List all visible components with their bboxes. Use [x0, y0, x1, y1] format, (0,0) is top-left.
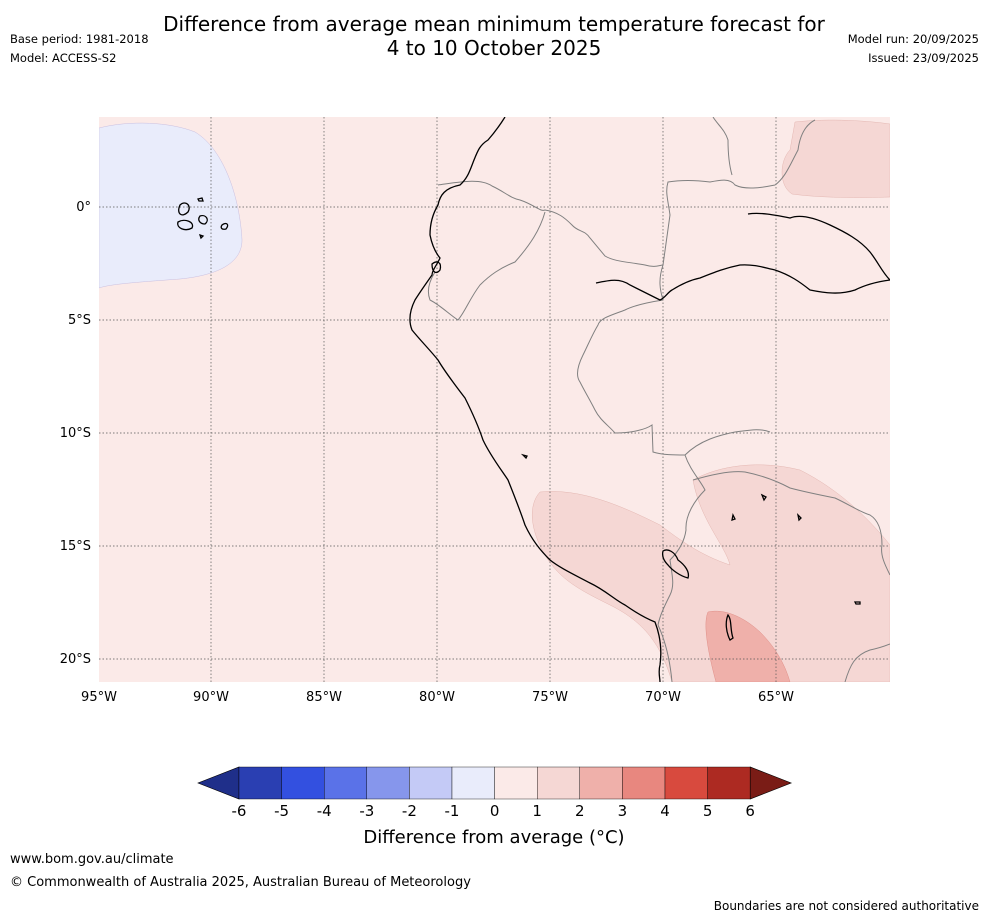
lat-label: 5°S	[68, 313, 91, 328]
cool-anomaly-region	[99, 122, 243, 289]
title-line-1: Difference from average mean minimum tem…	[163, 12, 825, 36]
lon-label: 95°W	[81, 690, 117, 705]
lon-label: 75°W	[532, 690, 568, 705]
model-run: Model run: 20/09/2025	[847, 32, 979, 46]
colorbar-cell	[494, 766, 538, 800]
colorbar-cell	[238, 766, 282, 800]
country-borders	[427, 117, 890, 682]
model-name: Model: ACCESS-S2	[10, 51, 117, 65]
latitude-labels: 0° 5°S 10°S 15°S 20°S	[60, 200, 91, 667]
lon-label: 70°W	[645, 690, 681, 705]
forecast-map: 0° 5°S 10°S 15°S 20°S 95°W 90°W 85°W 80°…	[60, 117, 890, 705]
colorbar-tick-label: -5	[274, 802, 289, 820]
footer-note: Boundaries are not considered authoritat…	[713, 899, 979, 913]
colorbar-cell	[537, 766, 581, 800]
issued-date: Issued: 23/09/2025	[868, 51, 979, 65]
footer-url: www.bom.gov.au/climate	[10, 852, 174, 867]
colorbar-extend-low	[197, 766, 240, 800]
colorbar-cell	[707, 766, 751, 800]
colorbar-cell	[281, 766, 325, 800]
colorbar-cell	[664, 766, 708, 800]
colorbar-extend-high	[749, 766, 793, 800]
warm-region-northeast	[781, 119, 890, 198]
lat-label: 20°S	[60, 652, 91, 667]
lon-label: 85°W	[306, 690, 342, 705]
chart-title: Difference from average mean minimum tem…	[0, 12, 988, 60]
footer-copyright: © Commonwealth of Australia 2025, Austra…	[10, 875, 471, 890]
base-period: Base period: 1981-2018	[10, 32, 149, 46]
colorbar-cells	[197, 766, 793, 800]
gridlines	[99, 117, 890, 682]
title-line-2: 4 to 10 October 2025	[386, 36, 602, 60]
longitude-labels: 95°W 90°W 85°W 80°W 75°W 70°W 65°W	[81, 690, 794, 705]
lon-label: 65°W	[758, 690, 794, 705]
colorbar-tick-label: -4	[317, 802, 332, 820]
colorbar-cell	[451, 766, 495, 800]
colorbar-cell	[579, 766, 623, 800]
colorbar-tick-label: 2	[575, 802, 585, 820]
lon-label: 80°W	[419, 690, 455, 705]
coastlines	[177, 117, 890, 682]
colorbar-cell	[622, 766, 666, 800]
colorbar-tick-label: 0	[490, 802, 500, 820]
colorbar-tick-label: 1	[532, 802, 542, 820]
lon-label: 90°W	[193, 690, 229, 705]
lat-label: 15°S	[60, 539, 91, 554]
colorbar-cell	[409, 766, 453, 800]
colorbar-tick-label: 4	[660, 802, 670, 820]
lat-label: 0°	[76, 200, 91, 215]
colorbar-tick-label: 6	[745, 802, 755, 820]
colorbar-cell	[324, 766, 368, 800]
colorbar-tick-label: -1	[445, 802, 460, 820]
colorbar-cell	[366, 766, 410, 800]
colorbar-labels: -6 -5 -4 -3 -2 -1 0 1 2 3 4 5 6	[232, 802, 755, 820]
colorbar-title: Difference from average (°C)	[363, 827, 625, 848]
colorbar-tick-label: 5	[703, 802, 713, 820]
colorbar-tick-label: 3	[618, 802, 628, 820]
colorbar-tick-label: -6	[232, 802, 247, 820]
colorbar-tick-label: -3	[359, 802, 374, 820]
lat-label: 10°S	[60, 426, 91, 441]
colorbar-tick-label: -2	[402, 802, 417, 820]
colorbar: -6 -5 -4 -3 -2 -1 0 1 2 3 4 5 6	[197, 766, 793, 820]
